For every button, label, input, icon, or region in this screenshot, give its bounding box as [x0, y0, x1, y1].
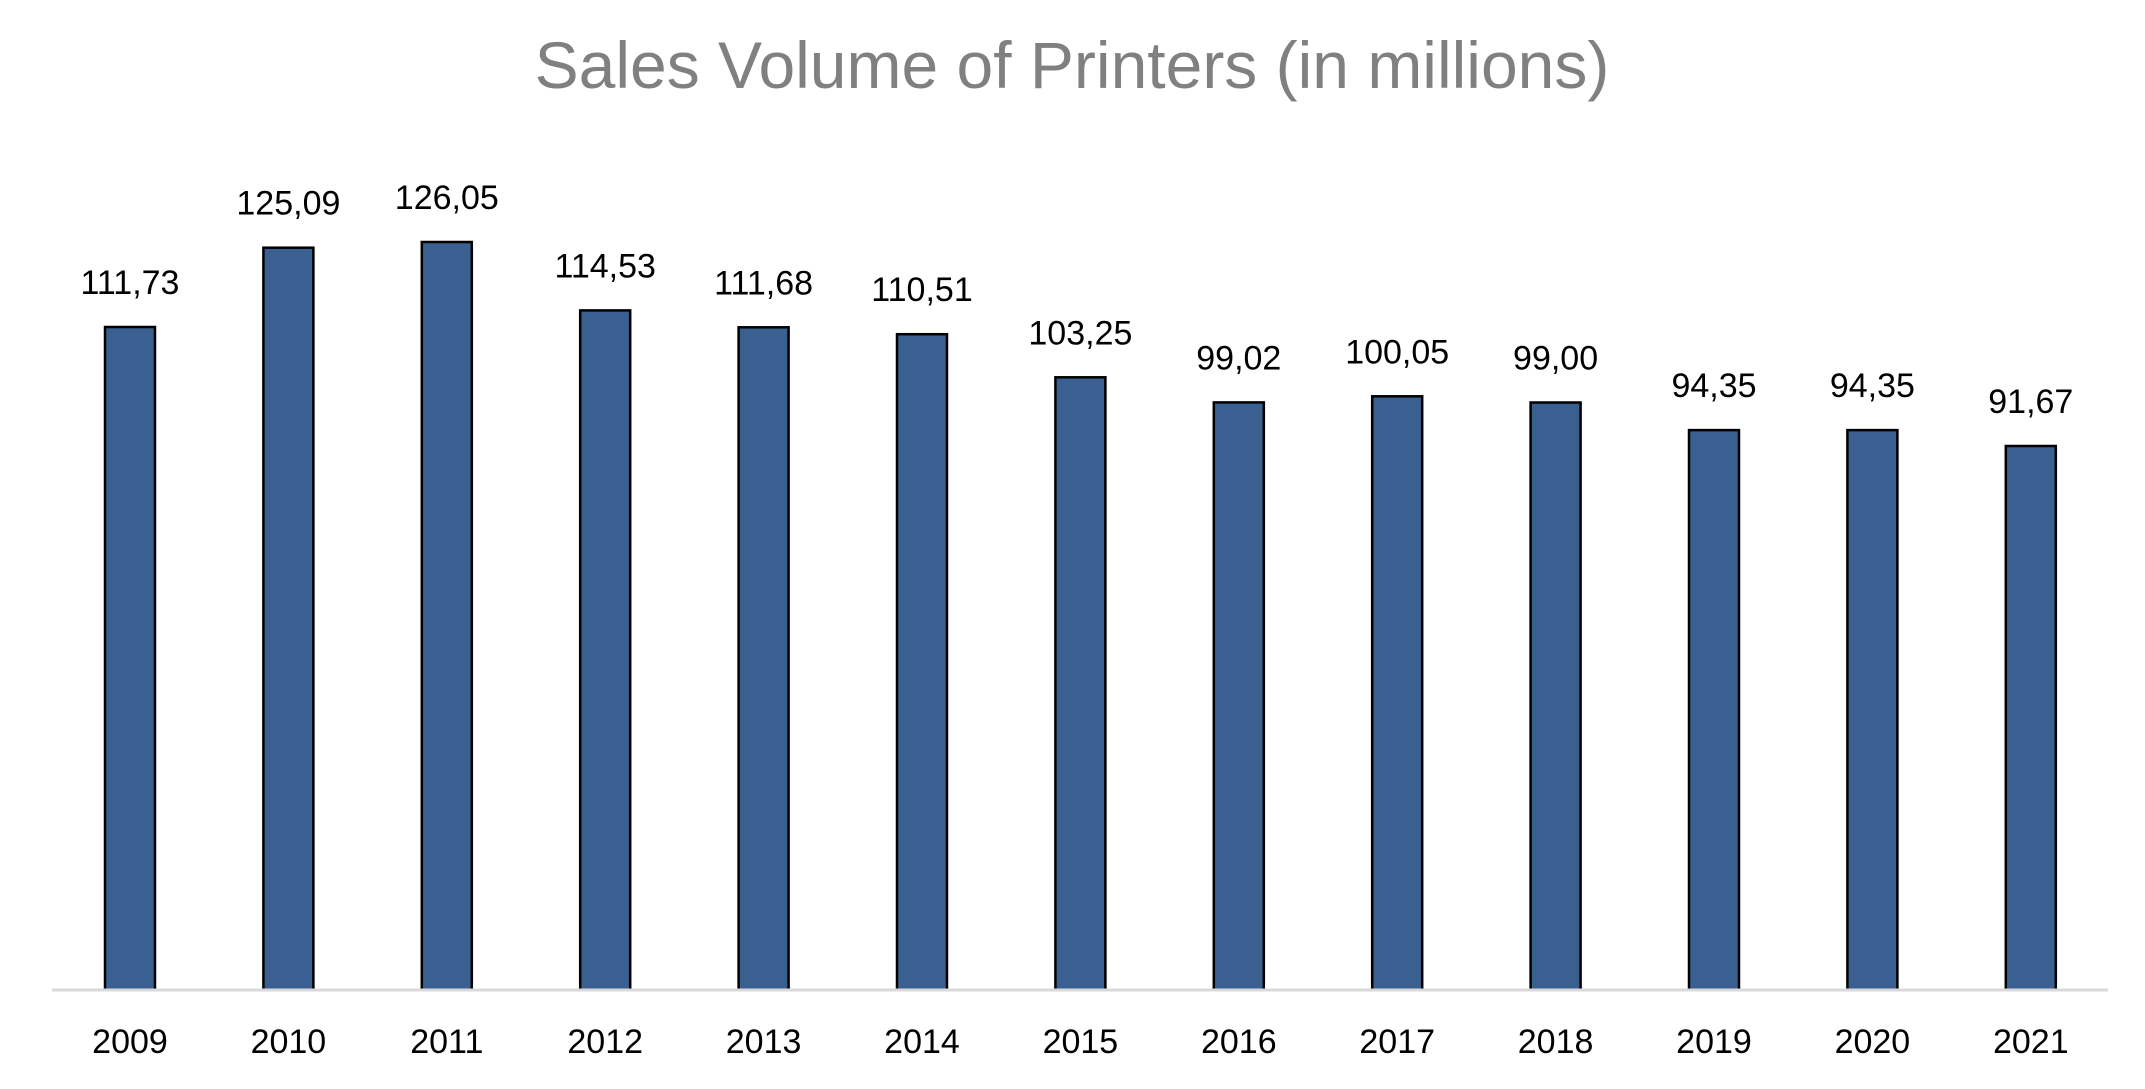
x-tick-label-2015: 2015: [1043, 1023, 1119, 1061]
bar-2015: [1054, 376, 1107, 992]
x-tick-labels-group: 2009 2010 2011 2012 2013 2014 2015 2016 2017 2018…: [92, 1023, 2068, 1061]
bar-2016: [1212, 401, 1266, 992]
x-tick-label-2011: 2011: [410, 1023, 483, 1061]
data-label-2019: 94,35: [1671, 367, 1756, 405]
x-tick-label-2016: 2016: [1201, 1023, 1277, 1061]
bar-2017: [1370, 395, 1424, 992]
x-tick-label-2020: 2020: [1835, 1023, 1911, 1061]
data-label-2009: 111,73: [81, 264, 180, 302]
data-labels-group: 111,73 125,09 126,05 114,53 111,68 110,51 103,…: [81, 179, 2074, 421]
data-label-2013: 111,68: [714, 264, 813, 302]
x-tick-label-2019: 2019: [1676, 1023, 1752, 1061]
bar-2011: [420, 240, 474, 992]
bar-2020: [1846, 428, 1899, 992]
data-label-2010: 125,09: [236, 185, 340, 223]
chart-title: Sales Volume of Printers (in millions): [535, 28, 1610, 102]
x-tick-label-2012: 2012: [567, 1023, 643, 1061]
bars-group: [103, 240, 2058, 992]
data-label-2011: 126,05: [395, 179, 499, 217]
data-label-2016: 99,02: [1196, 339, 1281, 377]
x-tick-label-2018: 2018: [1518, 1023, 1594, 1061]
x-tick-label-2021: 2021: [1993, 1023, 2069, 1061]
x-tick-label-2014: 2014: [884, 1023, 960, 1061]
data-label-2012: 114,53: [554, 247, 655, 285]
x-tick-label-2009: 2009: [92, 1023, 168, 1061]
data-label-2015: 103,25: [1028, 314, 1132, 352]
x-tick-label-2013: 2013: [726, 1023, 802, 1061]
data-label-2017: 100,05: [1345, 333, 1449, 371]
bar-2021: [2004, 444, 2058, 992]
bar-2019: [1687, 428, 1741, 992]
data-label-2021: 91,67: [1988, 383, 2073, 421]
data-label-2014: 110,51: [871, 271, 972, 309]
data-label-2020: 94,35: [1830, 367, 1915, 405]
data-label-2018: 99,00: [1513, 340, 1598, 378]
x-tick-label-2017: 2017: [1359, 1023, 1435, 1061]
x-tick-label-2010: 2010: [251, 1023, 327, 1061]
bar-2010: [262, 246, 315, 992]
bar-2014: [895, 332, 949, 992]
bar-2013: [737, 326, 790, 992]
bar-2018: [1529, 401, 1582, 992]
bar-2009: [103, 325, 157, 992]
bar-2012: [578, 309, 632, 992]
